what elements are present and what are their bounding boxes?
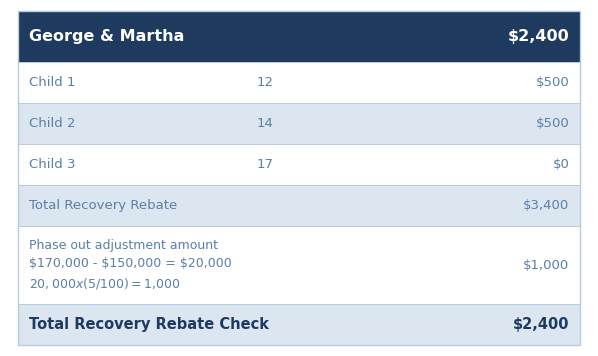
Text: $2,400: $2,400 (508, 28, 569, 44)
FancyBboxPatch shape (18, 144, 580, 185)
FancyBboxPatch shape (18, 103, 580, 144)
Text: 17: 17 (257, 158, 274, 171)
FancyBboxPatch shape (18, 226, 580, 304)
FancyBboxPatch shape (18, 62, 580, 103)
Text: $1,000: $1,000 (523, 258, 569, 272)
Text: George & Martha: George & Martha (29, 28, 184, 44)
Text: Phase out adjustment amount
$170,000 - $150,000 = $20,000
$20,000 x ($5/$100) = : Phase out adjustment amount $170,000 - $… (29, 239, 231, 292)
Text: $3,400: $3,400 (523, 199, 569, 212)
Text: Child 1: Child 1 (29, 75, 75, 89)
Text: Child 2: Child 2 (29, 117, 75, 130)
Text: Total Recovery Rebate: Total Recovery Rebate (29, 199, 177, 212)
FancyBboxPatch shape (18, 304, 580, 345)
FancyBboxPatch shape (18, 185, 580, 226)
Text: $500: $500 (536, 117, 569, 130)
Text: $2,400: $2,400 (513, 317, 569, 332)
Text: $0: $0 (553, 158, 569, 171)
Text: 12: 12 (257, 75, 274, 89)
FancyBboxPatch shape (18, 11, 580, 62)
Text: Total Recovery Rebate Check: Total Recovery Rebate Check (29, 317, 269, 332)
Text: $500: $500 (536, 75, 569, 89)
Text: 14: 14 (257, 117, 274, 130)
Text: Child 3: Child 3 (29, 158, 75, 171)
